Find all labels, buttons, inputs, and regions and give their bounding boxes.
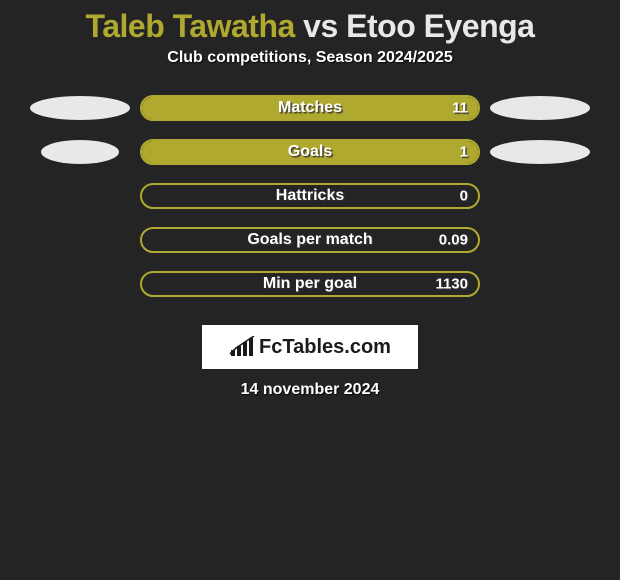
right-pill-slot: [490, 96, 590, 120]
logo-text: FcTables.com: [259, 336, 391, 359]
stat-value: 0: [460, 188, 468, 205]
stat-row: Min per goal 1130: [0, 271, 620, 297]
stat-value: 0.09: [439, 232, 468, 249]
left-pill-slot: [30, 272, 130, 296]
stat-bar: Goals 1: [140, 139, 480, 165]
stat-bar: Goals per match 0.09: [140, 227, 480, 253]
stat-label: Matches: [278, 99, 342, 117]
stat-label: Goals: [288, 143, 332, 161]
left-pill-slot: [30, 228, 130, 252]
logo-box: FcTables.com: [202, 325, 418, 369]
left-pill-slot: [30, 140, 130, 164]
page-title: Taleb Tawatha vs Etoo Eyenga: [86, 8, 535, 45]
title-player2: Etoo Eyenga: [346, 8, 534, 44]
stat-row: Goals per match 0.09: [0, 227, 620, 253]
right-pill-slot: [490, 272, 590, 296]
left-pill-slot: [30, 184, 130, 208]
title-vs: vs: [303, 8, 338, 44]
right-pill-slot: [490, 184, 590, 208]
left-pill: [41, 140, 119, 164]
stat-label: Min per goal: [263, 275, 357, 293]
stat-value: 1: [460, 144, 468, 161]
stat-value: 1130: [435, 276, 468, 293]
stat-value: 11: [452, 100, 468, 117]
stat-rows: Matches 11 Goals 1 Hattricks 0 Goals per match…: [0, 95, 620, 297]
date: 14 november 2024: [241, 381, 380, 399]
bar-chart-icon: [229, 336, 255, 358]
left-pill: [30, 96, 130, 120]
stat-label: Goals per match: [247, 231, 372, 249]
comparison-card: Taleb Tawatha vs Etoo Eyenga Club compet…: [0, 0, 620, 399]
stat-label: Hattricks: [276, 187, 344, 205]
stat-bar: Hattricks 0: [140, 183, 480, 209]
subtitle: Club competitions, Season 2024/2025: [167, 49, 452, 67]
left-pill-slot: [30, 96, 130, 120]
right-pill: [490, 140, 590, 164]
stat-bar: Min per goal 1130: [140, 271, 480, 297]
stat-row: Hattricks 0: [0, 183, 620, 209]
logo: FcTables.com: [229, 336, 391, 359]
stat-bar: Matches 11: [140, 95, 480, 121]
title-player1: Taleb Tawatha: [86, 8, 295, 44]
right-pill: [490, 96, 590, 120]
stat-row: Goals 1: [0, 139, 620, 165]
right-pill-slot: [490, 228, 590, 252]
right-pill-slot: [490, 140, 590, 164]
stat-row: Matches 11: [0, 95, 620, 121]
